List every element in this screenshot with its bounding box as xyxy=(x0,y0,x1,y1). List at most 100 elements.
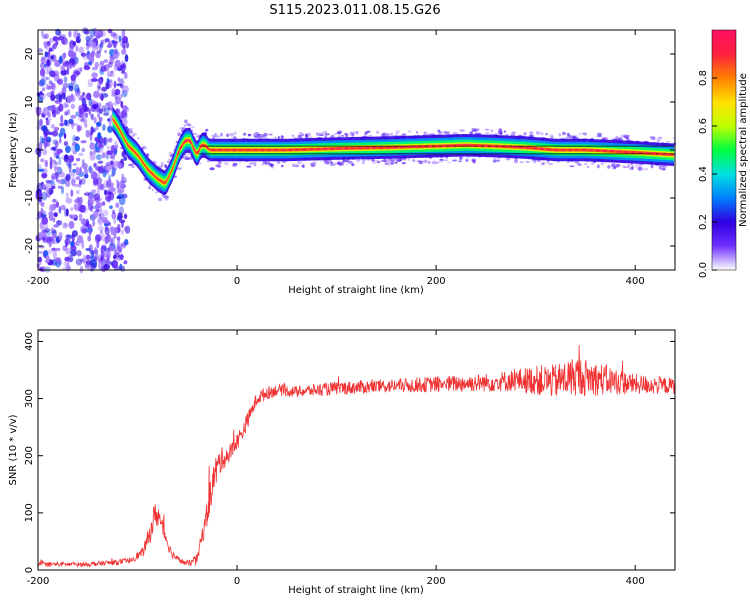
spectrogram-cell xyxy=(41,172,48,179)
spectrogram-cell xyxy=(81,147,86,153)
spectrogram-cell xyxy=(70,207,74,211)
spectrogram-cell xyxy=(73,84,80,93)
spectrogram-cell xyxy=(623,136,627,138)
spectrogram-cell xyxy=(112,33,119,40)
spectrogram-y-tick-label: 10 xyxy=(24,96,35,109)
spectrogram-cell xyxy=(205,129,209,132)
spectrogram-cell xyxy=(280,164,284,168)
spectrogram-cell xyxy=(54,161,59,166)
spectrogram-cell xyxy=(95,201,100,206)
spectrogram-cell xyxy=(53,145,58,151)
spectrogram-cell xyxy=(187,153,191,155)
spectrogram-cell xyxy=(70,74,77,81)
spectrogram-cell xyxy=(215,164,219,167)
spectrogram-cell xyxy=(87,197,94,206)
spectrogram-cell xyxy=(78,171,84,177)
spectrogram-cell xyxy=(510,131,516,136)
spectrogram-cell xyxy=(503,130,506,133)
spectrogram-cell xyxy=(40,207,44,216)
spectrogram-cell xyxy=(268,160,271,165)
spectrogram-x-ticks: -200 0 200 400 xyxy=(27,30,645,287)
spectrogram-cell xyxy=(229,132,235,137)
spectrogram-cell xyxy=(109,191,114,201)
spectrogram-cell xyxy=(78,152,84,156)
spectrogram-cell xyxy=(103,179,109,189)
spectrogram-cell xyxy=(471,158,477,162)
spectrogram-cell xyxy=(91,72,98,79)
spectrogram-cell xyxy=(584,133,587,137)
spectrogram-cell xyxy=(123,156,128,162)
spectrogram-cell xyxy=(75,166,80,176)
spectrogram-cell xyxy=(126,41,129,49)
spectrogram-cell xyxy=(438,159,444,163)
spectrogram-cell xyxy=(164,164,168,168)
spectrogram-cell xyxy=(505,134,509,136)
spectrogram-cell xyxy=(596,134,603,138)
spectrogram-cell xyxy=(102,112,110,116)
spectrogram-cell xyxy=(100,65,107,72)
spectrogram-cell xyxy=(298,161,303,165)
spectrogram-cell xyxy=(452,159,457,162)
spectrogram-cell xyxy=(184,119,188,124)
spectrogram-cell xyxy=(40,56,46,64)
spectrogram-cell xyxy=(54,61,61,68)
spectrogram-cell xyxy=(637,166,643,170)
spectrogram-cell xyxy=(183,124,187,127)
spectrogram-cell xyxy=(377,161,381,164)
spectrogram-cell xyxy=(85,191,88,197)
spectrogram-cell xyxy=(60,204,66,211)
spectrogram-cell xyxy=(94,252,99,261)
spectrogram-cell xyxy=(70,189,74,197)
spectrogram-cell xyxy=(78,112,81,122)
spectrogram-cell xyxy=(101,152,106,159)
spectrogram-cell xyxy=(112,226,118,235)
spectrogram-cell xyxy=(41,229,48,234)
spectrogram-cell xyxy=(277,135,280,140)
spectrogram-cell xyxy=(469,131,473,135)
spectrogram-cell xyxy=(120,110,127,118)
spectrogram-cell xyxy=(128,130,133,134)
spectrogram-cell xyxy=(45,83,49,90)
spectrogram-cell xyxy=(576,162,581,166)
spectrogram-cell xyxy=(107,137,113,143)
spectrogram-cell xyxy=(536,130,539,134)
spectrogram-cell xyxy=(52,250,58,260)
spectrogram-cell xyxy=(48,48,53,52)
spectrogram-cell xyxy=(113,48,118,55)
spectrogram-cell xyxy=(88,165,93,174)
spectrogram-cell xyxy=(43,228,51,233)
spectrogram-cell xyxy=(74,136,80,142)
spectrogram-cell xyxy=(120,229,125,235)
spectrogram-cell xyxy=(36,125,42,130)
spectrogram-cell xyxy=(659,167,663,170)
spectrogram-cell xyxy=(41,34,48,39)
spectrogram-cell xyxy=(394,161,398,164)
spectrogram-cell xyxy=(98,79,103,85)
spectrogram-cell xyxy=(484,128,490,131)
spectrogram-cell xyxy=(72,134,76,144)
spectrogram-cell xyxy=(41,57,48,61)
spectrogram-cell xyxy=(120,100,124,109)
figure-title: S115.2023.011.08.15.G26 xyxy=(269,3,440,18)
colorbar-tick-label: 0.0 xyxy=(698,262,709,278)
spectrogram-cell xyxy=(324,133,330,136)
spectrogram-cell xyxy=(66,67,70,76)
spectrogram-cell xyxy=(60,185,65,195)
spectrogram-cell xyxy=(446,161,452,164)
spectrogram-cell xyxy=(101,244,107,250)
spectrogram-cell xyxy=(58,171,66,178)
spectrogram-cell xyxy=(97,132,102,140)
spectrogram-cell xyxy=(117,212,123,221)
spectrogram-cell xyxy=(41,30,44,36)
spectrogram-cell xyxy=(50,94,56,102)
spectrogram-cell xyxy=(120,253,124,261)
spectrogram-cell xyxy=(44,141,48,149)
spectrogram-cell xyxy=(337,162,341,165)
spectrogram-cell xyxy=(511,131,517,134)
spectrogram-cell xyxy=(84,29,90,35)
spectrogram-cell xyxy=(112,254,117,260)
spectrogram-cell xyxy=(243,132,247,136)
spectrogram-cell xyxy=(76,176,80,181)
spectrogram-cell xyxy=(334,162,337,166)
spectrogram-cell xyxy=(98,216,102,224)
